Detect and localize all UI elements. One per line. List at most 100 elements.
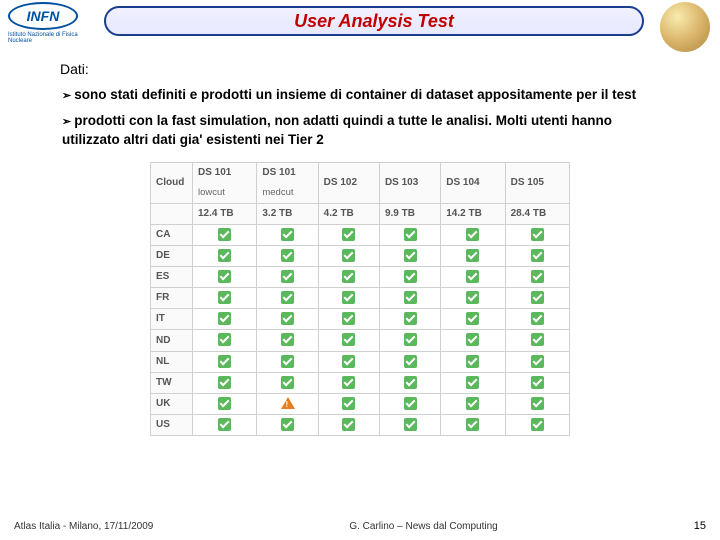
check-icon bbox=[466, 228, 479, 241]
row-label: US bbox=[151, 415, 193, 436]
infn-logo-text: INFN bbox=[27, 8, 60, 24]
check-icon bbox=[466, 355, 479, 368]
table-row: UK bbox=[151, 393, 570, 414]
status-cell bbox=[505, 351, 569, 372]
status-cell bbox=[257, 330, 318, 351]
status-cell bbox=[441, 415, 505, 436]
row-label: ND bbox=[151, 330, 193, 351]
check-icon bbox=[404, 355, 417, 368]
table-row: DE bbox=[151, 245, 570, 266]
status-cell bbox=[505, 224, 569, 245]
table-row: IT bbox=[151, 309, 570, 330]
col-header: DS 104 bbox=[441, 163, 505, 204]
check-icon bbox=[404, 249, 417, 262]
row-label: TW bbox=[151, 372, 193, 393]
check-icon bbox=[218, 228, 231, 241]
status-cell bbox=[193, 415, 257, 436]
status-cell bbox=[318, 372, 379, 393]
col-size: 9.9 TB bbox=[379, 203, 440, 224]
dati-label: Dati: bbox=[60, 60, 660, 80]
check-icon bbox=[466, 291, 479, 304]
status-cell bbox=[193, 351, 257, 372]
check-icon bbox=[218, 270, 231, 283]
table-body: CADEESFRITNDNLTWUKUS bbox=[151, 224, 570, 435]
col-size: 3.2 TB bbox=[257, 203, 318, 224]
status-cell bbox=[379, 393, 440, 414]
status-cell bbox=[505, 372, 569, 393]
table-row: TW bbox=[151, 372, 570, 393]
table-row: CA bbox=[151, 224, 570, 245]
status-cell bbox=[505, 267, 569, 288]
check-icon bbox=[466, 249, 479, 262]
infn-logo-mark: INFN bbox=[8, 2, 78, 30]
row-label: ES bbox=[151, 267, 193, 288]
infn-logo: INFN Istituto Nazionale di Fisica Nuclea… bbox=[8, 2, 100, 44]
check-icon bbox=[218, 355, 231, 368]
bullet-arrow-icon: ➢ bbox=[62, 90, 74, 102]
slide-content: Dati: ➢ sono stati definiti e prodotti u… bbox=[0, 50, 720, 436]
check-icon bbox=[531, 397, 544, 410]
table-row: US bbox=[151, 415, 570, 436]
status-cell bbox=[441, 224, 505, 245]
status-cell bbox=[318, 267, 379, 288]
check-icon bbox=[531, 312, 544, 325]
table-row: FR bbox=[151, 288, 570, 309]
status-cell bbox=[379, 288, 440, 309]
check-icon bbox=[404, 418, 417, 431]
status-cell bbox=[441, 288, 505, 309]
check-icon bbox=[342, 418, 355, 431]
check-icon bbox=[531, 333, 544, 346]
status-cell bbox=[379, 372, 440, 393]
status-cell bbox=[441, 351, 505, 372]
footer-left: Atlas Italia - Milano, 17/11/2009 bbox=[14, 521, 153, 532]
slide-header: INFN Istituto Nazionale di Fisica Nuclea… bbox=[0, 0, 720, 50]
check-icon bbox=[404, 228, 417, 241]
check-icon bbox=[281, 418, 294, 431]
col-size: 12.4 TB bbox=[193, 203, 257, 224]
status-cell bbox=[441, 245, 505, 266]
status-cell bbox=[441, 372, 505, 393]
check-icon bbox=[466, 418, 479, 431]
row-label: FR bbox=[151, 288, 193, 309]
status-cell bbox=[505, 393, 569, 414]
check-icon bbox=[342, 376, 355, 389]
check-icon bbox=[281, 312, 294, 325]
table-row: ND bbox=[151, 330, 570, 351]
status-cell bbox=[193, 372, 257, 393]
warn-icon bbox=[281, 397, 295, 409]
bullet-2-text: prodotti con la fast simulation, non ada… bbox=[62, 113, 612, 147]
check-icon bbox=[281, 249, 294, 262]
row-label: CA bbox=[151, 224, 193, 245]
col-size: 14.2 TB bbox=[441, 203, 505, 224]
check-icon bbox=[531, 291, 544, 304]
title-bar: User Analysis Test bbox=[104, 6, 644, 36]
status-cell bbox=[379, 224, 440, 245]
status-cell bbox=[193, 309, 257, 330]
status-cell bbox=[379, 330, 440, 351]
check-icon bbox=[466, 270, 479, 283]
status-cell bbox=[379, 351, 440, 372]
status-cell bbox=[441, 267, 505, 288]
check-icon bbox=[218, 397, 231, 410]
table-corner-header: Cloud bbox=[151, 163, 193, 204]
check-icon bbox=[342, 397, 355, 410]
col-header: DS 105 bbox=[505, 163, 569, 204]
status-cell bbox=[505, 309, 569, 330]
status-cell bbox=[505, 330, 569, 351]
status-cell bbox=[318, 245, 379, 266]
check-icon bbox=[218, 418, 231, 431]
table-row: NL bbox=[151, 351, 570, 372]
check-icon bbox=[342, 228, 355, 241]
status-cell bbox=[318, 351, 379, 372]
status-cell bbox=[193, 245, 257, 266]
status-cell bbox=[318, 393, 379, 414]
col-header: DS 102 bbox=[318, 163, 379, 204]
check-icon bbox=[281, 333, 294, 346]
check-icon bbox=[218, 376, 231, 389]
check-icon bbox=[531, 418, 544, 431]
check-icon bbox=[218, 249, 231, 262]
globe-icon bbox=[660, 2, 710, 52]
status-cell bbox=[505, 288, 569, 309]
check-icon bbox=[466, 397, 479, 410]
check-icon bbox=[404, 376, 417, 389]
